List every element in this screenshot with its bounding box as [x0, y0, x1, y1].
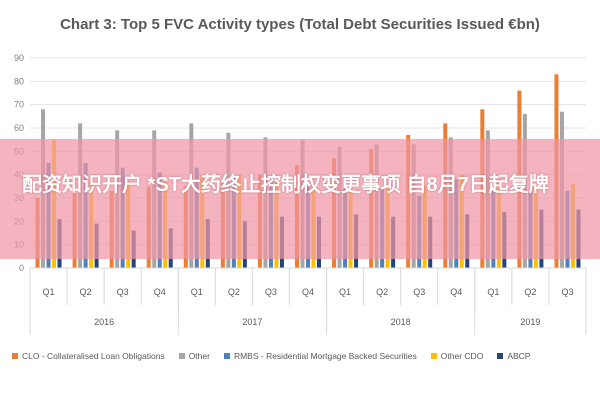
quarter-label: Q1 — [191, 287, 203, 297]
year-label: 2018 — [391, 317, 411, 327]
chart-legend: CLO - Collateralised Loan Obligations Oth… — [12, 351, 592, 361]
legend-swatch — [12, 353, 18, 359]
quarter-label: Q3 — [413, 287, 425, 297]
year-label: 2016 — [94, 317, 114, 327]
quarter-label: Q2 — [524, 287, 536, 297]
legend-item: Other — [178, 351, 210, 361]
watermark-banner-text: 配资知识开户 *ST大药终止控制权变更事项 自8月7日起复牌 — [22, 174, 549, 196]
quarter-label: Q1 — [339, 287, 351, 297]
legend-label: RMBS - Residential Mortgage Backed Secur… — [233, 351, 417, 361]
quarter-label: Q4 — [154, 287, 166, 297]
y-tick-label: 70 — [14, 100, 24, 110]
legend-swatch — [223, 353, 230, 359]
watermark-banner — [0, 139, 600, 259]
quarter-label: Q2 — [80, 287, 92, 297]
legend-swatch — [178, 353, 185, 359]
legend-item: CLO - Collateralised Loan Obligations — [12, 351, 165, 361]
legend-item: Other CDO — [430, 351, 484, 361]
legend-label: ABCP — [507, 351, 531, 361]
legend-item: ABCP — [497, 351, 530, 361]
legend-swatch — [430, 353, 437, 359]
quarter-label: Q3 — [561, 287, 573, 297]
y-tick-label: 80 — [14, 76, 24, 86]
quarter-label: Q4 — [450, 287, 462, 297]
y-tick-label: 90 — [14, 53, 24, 63]
y-tick-label: 60 — [14, 123, 24, 133]
legend-swatch — [497, 353, 504, 359]
quarter-label: Q2 — [228, 287, 240, 297]
year-label: 2017 — [242, 317, 262, 327]
quarter-label: Q3 — [117, 287, 129, 297]
year-label: 2019 — [520, 317, 540, 327]
quarter-label: Q3 — [265, 287, 277, 297]
quarter-label: Q2 — [376, 287, 388, 297]
legend-label: Other CDO — [440, 351, 484, 361]
legend-label: Other — [188, 351, 210, 361]
quarter-label: Q4 — [302, 287, 314, 297]
quarter-label: Q1 — [487, 287, 499, 297]
quarter-label: Q1 — [43, 287, 55, 297]
legend-item: RMBS - Residential Mortgage Backed Secur… — [223, 351, 417, 361]
chart-title: Chart 3: Top 5 FVC Activity types (Total… — [60, 16, 540, 33]
legend-label: CLO - Collateralised Loan Obligations — [22, 351, 165, 361]
y-tick-label: 0 — [19, 263, 24, 273]
